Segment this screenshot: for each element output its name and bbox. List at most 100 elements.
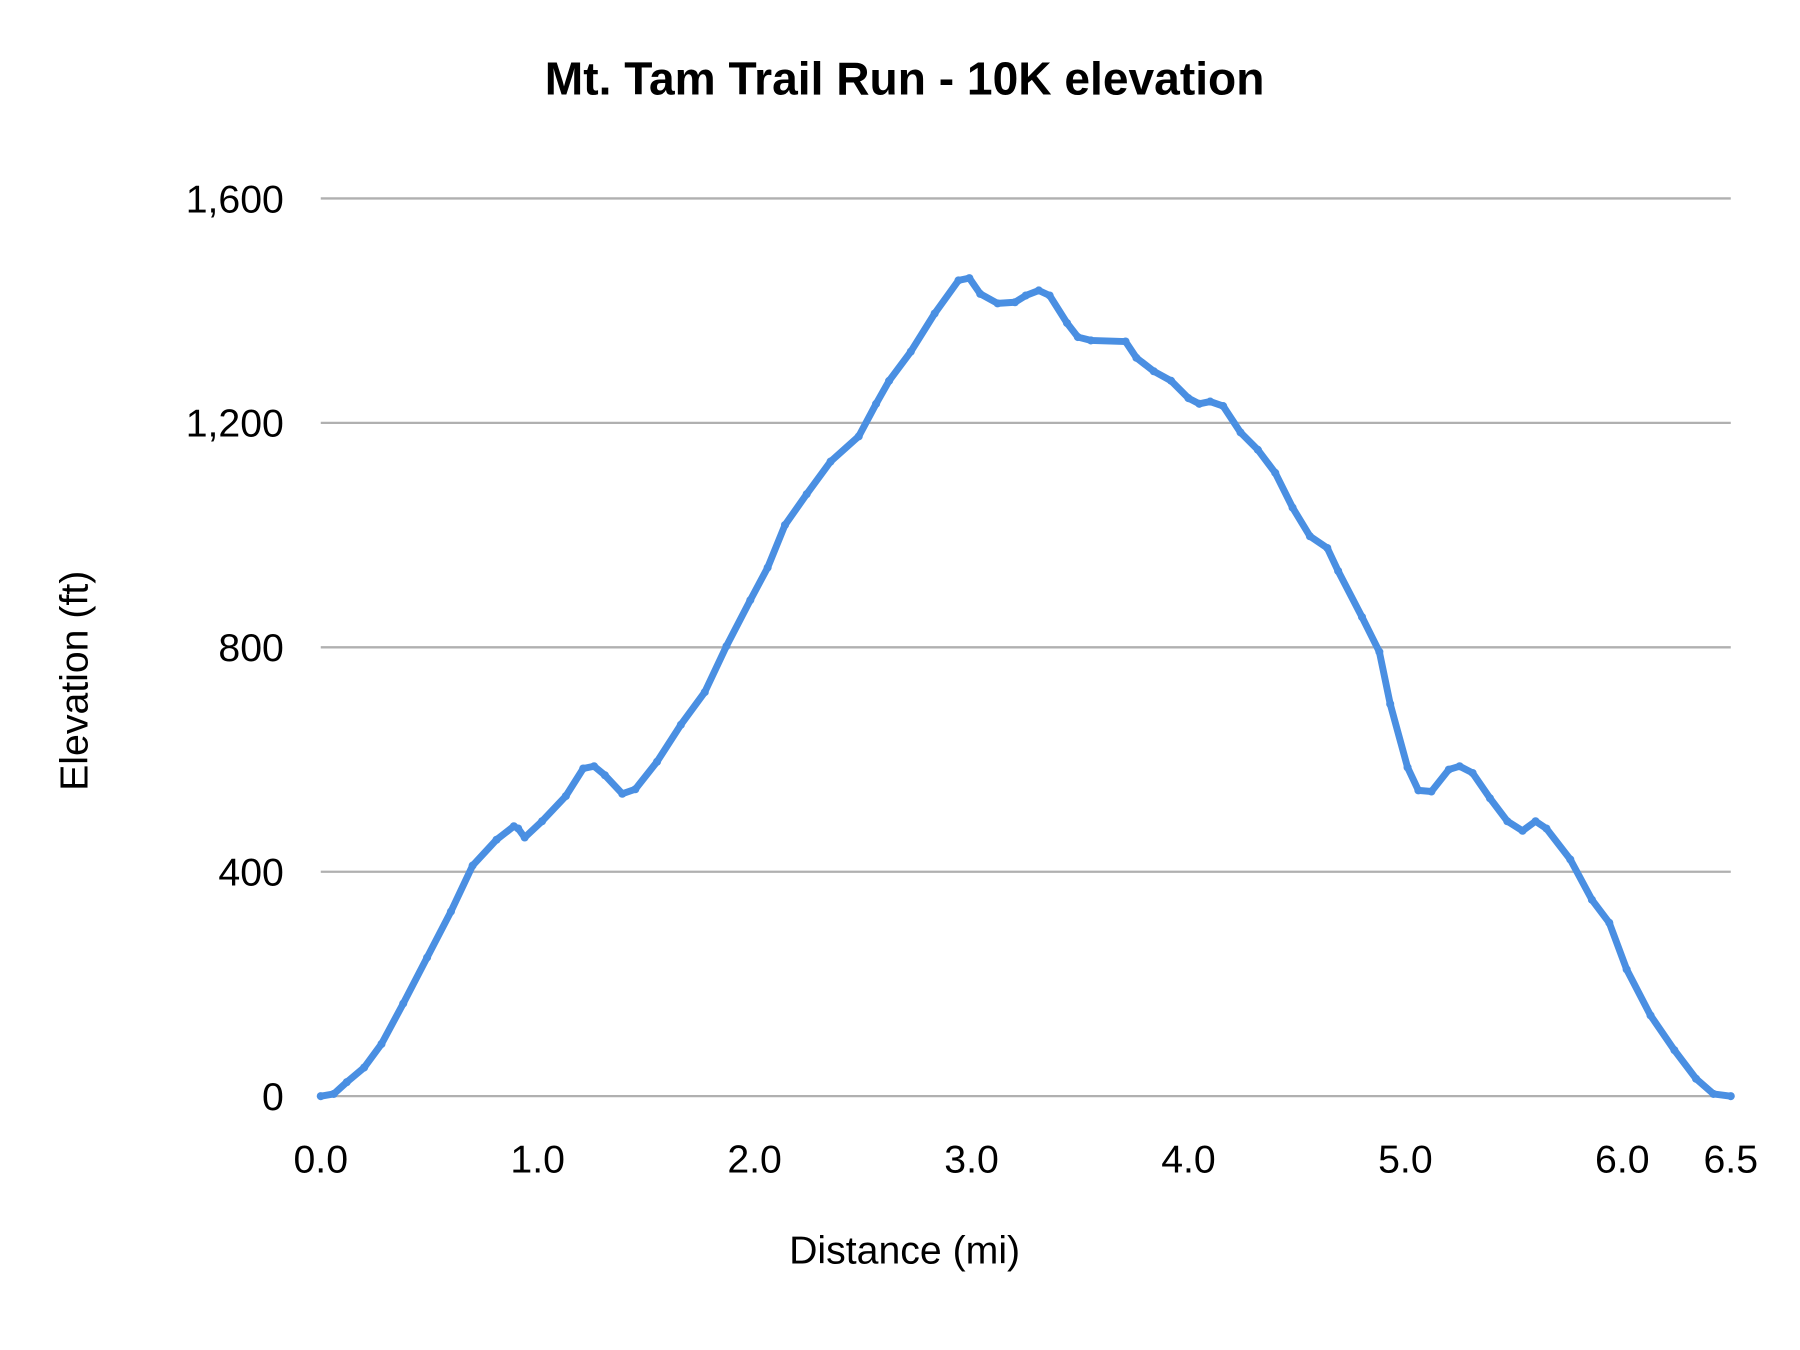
y-axis-ticks: 0 400 800 1,200 1,600 (186, 177, 284, 1119)
x-tick-label: 5.0 (1378, 1137, 1433, 1181)
data-point (802, 490, 811, 499)
data-point (561, 791, 570, 801)
y-axis-label: Elevation (ft) (53, 571, 97, 791)
x-tick-label: 6.5 (1704, 1137, 1759, 1181)
data-point (423, 953, 432, 962)
data-point (1403, 763, 1412, 772)
data-point (399, 999, 408, 1008)
y-tick-label: 1,200 (186, 402, 284, 446)
data-point (700, 688, 709, 697)
data-point (1253, 445, 1262, 454)
data-point (1444, 765, 1453, 774)
data-point (1062, 318, 1072, 328)
data-point (1219, 402, 1228, 411)
data-point (780, 520, 790, 530)
data-point (976, 289, 985, 298)
elevation-line (317, 274, 1735, 1100)
data-point (1531, 817, 1540, 826)
data-point (590, 762, 599, 771)
data-point (722, 642, 731, 651)
data-point (446, 907, 455, 916)
data-point (600, 771, 609, 780)
data-point (746, 596, 755, 605)
data-point (579, 764, 588, 773)
data-point (1121, 337, 1130, 346)
data-point (1086, 336, 1095, 345)
x-tick-label: 1.0 (510, 1137, 565, 1181)
data-point (360, 1063, 369, 1072)
data-point (676, 720, 685, 729)
data-point (1236, 428, 1245, 437)
data-point (1670, 1046, 1679, 1055)
data-point (1195, 399, 1204, 408)
x-tick-label: 4.0 (1161, 1137, 1216, 1181)
data-point (520, 833, 529, 842)
data-point (1073, 333, 1082, 342)
data-point (906, 347, 915, 356)
data-point (1587, 895, 1596, 904)
y-tick-label: 400 (218, 851, 283, 895)
data-point (1622, 965, 1631, 974)
data-point (1386, 699, 1395, 709)
data-point (316, 1092, 325, 1101)
data-point (1542, 824, 1551, 833)
data-point (1357, 612, 1367, 622)
gridlines (320, 197, 1731, 1098)
x-tick-label: 0.0 (294, 1137, 349, 1181)
data-point (1646, 1011, 1655, 1020)
data-point (930, 309, 939, 318)
data-point (1455, 762, 1464, 771)
data-point (492, 835, 501, 844)
data-point (1468, 768, 1477, 778)
x-axis-ticks: 0.0 1.0 2.0 3.0 4.0 5.0 6.0 6.5 (294, 1137, 1759, 1181)
data-point (342, 1078, 351, 1087)
y-tick-label: 800 (218, 626, 283, 670)
chart-title: Mt. Tam Trail Run - 10K elevation (545, 53, 1265, 105)
data-point (872, 399, 881, 408)
data-point (514, 824, 523, 833)
data-point (1149, 367, 1158, 376)
data-point (377, 1039, 386, 1049)
data-point (854, 432, 863, 441)
data-point (763, 563, 772, 572)
data-point (618, 789, 627, 798)
data-point (329, 1089, 338, 1098)
data-point (1010, 298, 1019, 307)
data-point (1132, 353, 1141, 362)
data-point (468, 861, 477, 870)
data-point (631, 785, 640, 794)
data-point (1518, 826, 1527, 835)
x-tick-label: 6.0 (1595, 1137, 1650, 1181)
data-point (965, 274, 974, 283)
y-tick-label: 1,600 (186, 177, 284, 221)
data-point (1334, 566, 1343, 576)
x-tick-label: 3.0 (944, 1137, 999, 1181)
data-point (1323, 543, 1332, 553)
data-point (1726, 1092, 1735, 1101)
data-point (652, 757, 662, 766)
data-point (537, 817, 547, 826)
data-point (1021, 291, 1030, 300)
data-point (1485, 794, 1495, 803)
data-point (1305, 532, 1314, 541)
data-point (1692, 1074, 1701, 1083)
data-point (1184, 394, 1193, 403)
elevation-series (316, 274, 1735, 1101)
data-point (1503, 817, 1512, 826)
data-point (993, 299, 1002, 308)
data-point (1045, 291, 1054, 300)
data-point (1167, 376, 1176, 385)
data-point (1427, 787, 1436, 796)
data-point (1375, 647, 1384, 656)
data-point (954, 276, 963, 285)
data-point (1605, 918, 1614, 927)
y-tick-label: 0 (262, 1075, 284, 1119)
data-point (826, 457, 835, 466)
x-tick-label: 2.0 (727, 1137, 782, 1181)
data-point (1709, 1089, 1718, 1098)
data-point (1206, 397, 1215, 406)
data-point (1034, 286, 1043, 295)
data-point (1414, 786, 1423, 795)
data-point (1271, 468, 1280, 477)
